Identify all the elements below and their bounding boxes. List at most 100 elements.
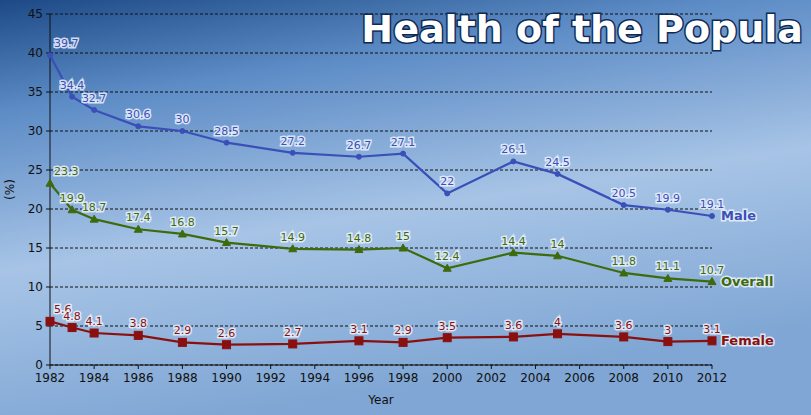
series-marker [289, 340, 297, 348]
data-label: 28.5 [214, 125, 239, 138]
series-marker [68, 206, 76, 213]
data-label: 2.9 [174, 324, 192, 337]
x-tick-label: 1990 [211, 371, 242, 385]
x-tick-label: 1982 [35, 371, 66, 385]
series-marker [664, 274, 672, 281]
x-tick [579, 365, 580, 369]
series-marker [401, 151, 406, 156]
series-marker [355, 337, 363, 345]
x-tick [314, 365, 315, 369]
y-tick [46, 92, 50, 93]
series-marker [90, 215, 98, 222]
data-label: 11.8 [611, 255, 636, 268]
data-label: 14.4 [501, 235, 526, 248]
grid-line [50, 326, 712, 327]
grid-line [50, 209, 712, 210]
data-label: 3.6 [505, 319, 523, 332]
data-label: 20.5 [611, 187, 636, 200]
data-label: 14 [551, 238, 565, 251]
data-label: 24.5 [545, 156, 570, 169]
series-line [50, 55, 712, 216]
series-marker [399, 244, 407, 251]
x-tick [358, 365, 359, 369]
x-tick-label: 2008 [608, 371, 639, 385]
data-label: 4.8 [63, 310, 81, 323]
data-label: 2.6 [218, 327, 236, 340]
x-tick-label: 2004 [520, 371, 551, 385]
data-label: 2.9 [394, 324, 412, 337]
series-marker [555, 171, 560, 176]
x-tick [535, 365, 536, 369]
x-tick [226, 365, 227, 369]
x-tick-label: 2002 [476, 371, 507, 385]
series-marker [90, 329, 98, 337]
series-marker [509, 333, 517, 341]
y-tick [46, 14, 50, 15]
x-tick-label: 2006 [564, 371, 595, 385]
data-label: 14.8 [347, 232, 372, 245]
data-label: 11.1 [656, 260, 681, 273]
series-marker [554, 330, 562, 338]
grid-line [50, 53, 712, 54]
data-label: 30 [175, 113, 189, 126]
y-tick-label: 40 [28, 46, 43, 60]
y-tick [46, 170, 50, 171]
y-tick-label: 5 [35, 319, 43, 333]
x-tick [491, 365, 492, 369]
data-label: 3.5 [438, 320, 456, 333]
x-tick-label: 2000 [432, 371, 463, 385]
series-marker [665, 207, 670, 212]
series-marker [134, 331, 142, 339]
data-label: 17.4 [126, 211, 151, 224]
x-tick [623, 365, 624, 369]
y-tick-label: 20 [28, 202, 43, 216]
background [0, 0, 811, 415]
x-tick [270, 365, 271, 369]
series-marker [708, 278, 716, 285]
data-label: 27.1 [391, 136, 416, 149]
y-tick [46, 365, 50, 366]
x-tick-label: 1994 [300, 371, 331, 385]
series-marker [509, 249, 517, 256]
grid-line [50, 170, 712, 171]
series-marker [46, 179, 54, 186]
data-label: 22 [440, 175, 454, 188]
data-label: 3.8 [130, 317, 148, 330]
x-tick [138, 365, 139, 369]
plot-area [46, 53, 716, 349]
series-marker [178, 338, 186, 346]
x-tick [712, 365, 713, 369]
series-marker [180, 129, 185, 134]
grid-line [50, 131, 712, 132]
series-marker [224, 140, 229, 145]
y-tick-label: 35 [28, 85, 43, 99]
y-tick [46, 287, 50, 288]
y-axis-title: (%) [3, 179, 17, 200]
series-line [50, 183, 712, 281]
data-label: 15 [396, 230, 410, 243]
series-marker [710, 214, 715, 219]
y-tick-label: 30 [28, 124, 43, 138]
series-marker [399, 338, 407, 346]
data-label: 32.7 [82, 92, 107, 105]
data-label: 12.4 [435, 250, 460, 263]
x-tick [94, 365, 95, 369]
y-tick-label: 25 [28, 163, 43, 177]
data-label: 18.7 [82, 201, 107, 214]
series-name: Overall [721, 274, 773, 289]
data-label: 14.9 [280, 231, 305, 244]
data-label: 3 [664, 324, 671, 337]
y-axis [50, 14, 51, 365]
chart: 0510152025303540451982198419861988199019… [0, 0, 811, 415]
x-tick-label: 1986 [123, 371, 154, 385]
data-label: 15.7 [214, 225, 239, 238]
x-tick-label: 1992 [255, 371, 286, 385]
x-tick-label: 1984 [79, 371, 110, 385]
data-label: 4 [554, 316, 561, 329]
data-label: 19.9 [60, 192, 85, 205]
x-tick-label: 2012 [697, 371, 728, 385]
y-tick [46, 131, 50, 132]
data-label: 26.7 [347, 139, 372, 152]
series-marker [48, 53, 53, 58]
grid-line [50, 92, 712, 93]
